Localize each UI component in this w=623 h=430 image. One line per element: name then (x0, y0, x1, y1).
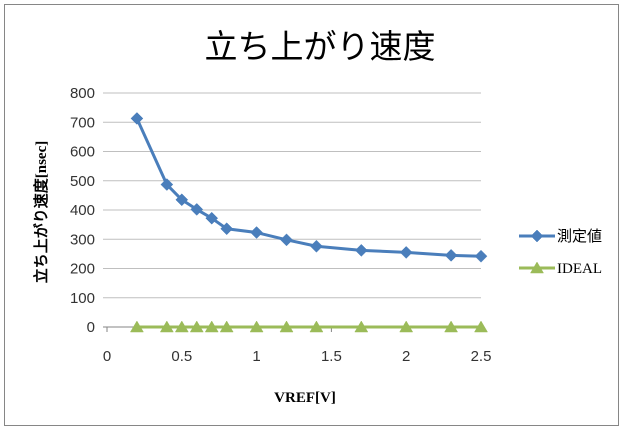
y-tick-label: 800 (70, 85, 95, 102)
y-tick-label: 200 (70, 261, 95, 278)
data-point (354, 320, 369, 333)
y-tick-label: 400 (70, 202, 95, 219)
data-point (399, 320, 414, 333)
y-tick-label: 0 (87, 319, 95, 336)
data-point (249, 320, 264, 333)
x-axis-label: VREF[V] (274, 390, 336, 406)
data-point (474, 249, 488, 263)
legend-entry: 測定値 (519, 228, 602, 245)
data-point (189, 320, 204, 333)
data-point (279, 320, 294, 333)
chart-title: 立ち上がり速度 (205, 29, 436, 66)
data-point (190, 203, 204, 216)
data-point (444, 320, 459, 333)
data-point (280, 233, 293, 247)
chart-border (4, 4, 619, 426)
data-point (160, 178, 174, 191)
x-tick-labels: 0 0.5 1 1.5 2 2.5 (103, 348, 492, 365)
data-point (175, 193, 189, 207)
legend-marker (530, 229, 544, 243)
data-point (159, 320, 174, 333)
series-1 (129, 320, 488, 333)
legend-label: IDEAL (557, 261, 602, 277)
data-point (219, 320, 234, 333)
legend: 測定値 IDEAL (519, 228, 602, 277)
data-point (310, 239, 323, 253)
y-tick-label: 100 (70, 290, 95, 307)
series-0 (130, 112, 488, 263)
data-point (474, 320, 488, 333)
data-point (130, 112, 144, 125)
y-tick-labels: 0 100 200 300 400 500 600 700 800 (70, 85, 95, 336)
data-point (174, 320, 189, 333)
y-tick-label: 500 (70, 173, 95, 190)
data-point (204, 320, 219, 333)
x-tick-label: 2 (402, 348, 410, 365)
x-tick-label: 0.5 (171, 348, 192, 365)
y-axis-label: 立ち上がり速度[nsec] (32, 141, 50, 284)
x-tick-label: 1.5 (321, 348, 342, 365)
data-point (205, 211, 219, 225)
data-point (399, 246, 413, 259)
data-point (444, 248, 458, 262)
legend-entry: IDEAL (519, 261, 602, 277)
legend-marker (530, 261, 544, 274)
x-tick-label: 0 (103, 348, 111, 365)
x-tick-label: 1 (252, 348, 260, 365)
legend-label: 測定値 (557, 228, 602, 245)
y-tick-label: 300 (70, 231, 95, 248)
y-tick-label: 700 (70, 114, 95, 131)
series-group (129, 112, 488, 333)
y-tick-label: 600 (70, 144, 95, 161)
data-point (220, 222, 234, 236)
x-tick-label: 2.5 (471, 348, 492, 365)
data-point (309, 320, 324, 333)
data-point (129, 320, 144, 333)
data-point (354, 244, 368, 257)
data-point (250, 226, 263, 239)
